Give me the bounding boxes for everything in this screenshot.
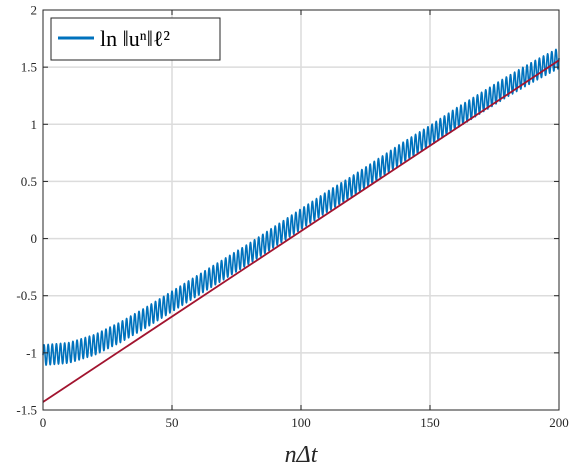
legend-label: ln ‖uⁿ‖ℓ²	[100, 26, 170, 51]
legend: ln ‖uⁿ‖ℓ²	[50, 17, 221, 61]
x-tick-label: 0	[40, 415, 47, 430]
series-layer	[42, 48, 560, 403]
y-tick-label: 2	[31, 3, 38, 18]
series-fit-line	[42, 59, 560, 403]
ticks: 0 50 100 150 200 -1.5 -1 -0.5 0 0.5 1 1.5 2	[16, 3, 568, 431]
y-tick-label: 0.5	[21, 174, 37, 189]
y-tick-label: -1.5	[16, 403, 37, 418]
y-tick-label: 1.5	[21, 60, 37, 75]
grid	[43, 10, 559, 410]
x-axis-label: nΔt	[285, 442, 319, 468]
y-tick-label: -1	[26, 345, 37, 360]
x-tick-label: 100	[291, 415, 311, 430]
plot-area: 0 50 100 150 200 -1.5 -1 -0.5 0 0.5 1 1.5 2	[16, 3, 568, 431]
x-tick-label: 150	[420, 415, 440, 430]
y-tick-label: 1	[31, 117, 38, 132]
y-tick-label: -0.5	[16, 288, 37, 303]
series-norm-line	[42, 48, 560, 366]
y-tick-label: 0	[31, 231, 38, 246]
x-tick-label: 50	[166, 415, 179, 430]
x-tick-label: 200	[549, 415, 569, 430]
